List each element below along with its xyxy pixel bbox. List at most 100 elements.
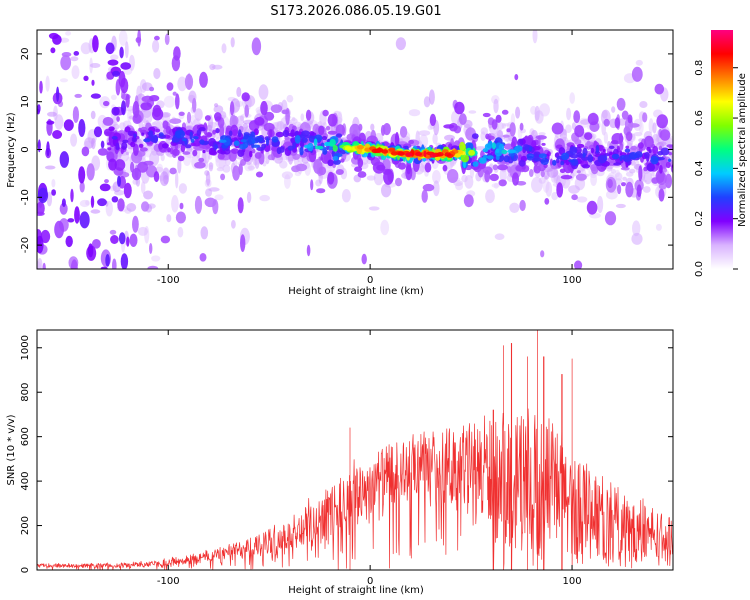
spectrogram-cell [208, 187, 220, 192]
spectrogram-cell [186, 111, 192, 124]
spectrogram-cell [45, 75, 50, 92]
spectrogram-cell [275, 131, 284, 138]
spectrogram-cell [126, 203, 137, 212]
snr-x-tick-label: 0 [367, 576, 373, 587]
spectrogram-cell [291, 116, 296, 122]
spectrogram-cell [636, 184, 642, 197]
spectrogram-cell [37, 104, 41, 113]
spectrogram-cell [117, 198, 125, 212]
spectrogram-cell [444, 152, 452, 157]
spectrogram-cell [152, 39, 160, 53]
spectrogram-cell [429, 113, 437, 126]
spectrogram-cell [658, 188, 665, 202]
spectrogram-cell [126, 236, 130, 247]
spectrogram-cell [305, 109, 312, 121]
snr-y-tick-label: 1000 [20, 335, 31, 360]
spectrogram-cell [306, 244, 311, 257]
spectrogram-cell [232, 165, 241, 181]
spectrogram-cell [90, 195, 95, 208]
spectrogram-cell [198, 127, 206, 132]
spectrogram-cell [73, 51, 80, 56]
spectrogram-cell [418, 130, 431, 136]
spectrogram-cell [672, 156, 673, 158]
spectrogram-cell [294, 135, 301, 144]
colorbar-tick-label: 0.6 [694, 110, 705, 126]
spectrogram-cell [671, 163, 673, 169]
spectrogram-cell [316, 188, 326, 194]
spectrogram-cell [230, 37, 235, 48]
spectrogram-cell [368, 206, 380, 211]
spectrogram-cell [194, 108, 203, 121]
snr-plot-area [37, 330, 673, 570]
spectrogram-cell [668, 151, 673, 156]
spectrogram-cell [611, 153, 620, 160]
spectrogram-cell [212, 129, 217, 135]
spectrogram-cell [286, 94, 294, 103]
spectrogram-cell [560, 160, 565, 166]
spectrogram-cell [124, 41, 129, 59]
spectrogram-cell [674, 164, 679, 170]
spectrogram-cell [423, 150, 427, 158]
spectrogram-cell [67, 218, 75, 223]
spectrogram-y-tick-label: 20 [20, 48, 31, 61]
spectrogram-cell [281, 171, 293, 180]
spectrogram-cell [74, 93, 82, 98]
spectrogram-cell [303, 144, 311, 149]
spectrogram-cell [112, 70, 120, 77]
spectrogram-cell [163, 95, 176, 108]
spectrogram-cell [646, 162, 655, 172]
spectrogram-cell [247, 165, 256, 170]
spectrogram-cell [259, 194, 271, 202]
spectrogram-cell [167, 147, 171, 153]
spectrogram-cell [79, 181, 85, 193]
spectrogram-cell [616, 97, 626, 111]
spectrogram-cell [354, 166, 363, 172]
spectrogram-cell [545, 181, 553, 197]
spectrogram-cell [472, 161, 479, 167]
spectrogram-cell [642, 186, 651, 193]
spectrogram-cell [666, 144, 673, 148]
spectrogram-cell [509, 202, 520, 213]
spectrogram-cell [478, 157, 487, 164]
spectrogram-cell [357, 157, 364, 168]
spectrogram-cell [565, 124, 572, 133]
spectrogram-cell [574, 125, 585, 138]
spectrogram-cell [471, 133, 479, 140]
spectrogram-cell [603, 118, 610, 127]
colorbar-ticks: 0.0 0.2 0.4 0.6 0.8 [694, 60, 738, 277]
spectrogram-cell [97, 148, 108, 156]
spectrogram-cell [300, 113, 305, 122]
spectrogram-cell [604, 211, 617, 226]
spectrogram-cell [166, 214, 172, 223]
spectrogram-cell [122, 139, 129, 144]
spectrogram-cell [204, 115, 211, 121]
spectrogram-cell [335, 124, 345, 137]
spectrogram-cell [443, 124, 455, 129]
spectrogram-cell [209, 63, 216, 71]
spectrogram-cell [627, 114, 633, 124]
spectrogram-cell [335, 169, 344, 175]
spectrogram-y-axis-label: Frequency (Hz) [6, 112, 17, 188]
spectrogram-cell [83, 75, 89, 82]
spectrogram-cell [110, 235, 119, 244]
spectrogram-cell [81, 146, 90, 157]
spectrogram-cell [507, 149, 516, 154]
spectrogram-cell [190, 138, 195, 143]
spectrogram-cell [292, 142, 297, 149]
spectrogram-cell [459, 141, 466, 151]
spectrogram-cell [108, 158, 117, 171]
spectrogram-cell [482, 148, 489, 153]
spectrogram-cell [518, 159, 526, 167]
spectrogram-cell [404, 145, 409, 150]
spectrogram-cell [590, 164, 598, 172]
spectrogram-cell [72, 106, 79, 123]
spectrogram-cell [643, 171, 653, 185]
spectrogram-cell [184, 144, 192, 149]
snr-y-axis-label: SNR (10 * v/v) [6, 414, 17, 485]
spectrogram-cell [327, 171, 335, 185]
spectrogram-cell [493, 182, 499, 189]
spectrogram-cell [214, 194, 224, 201]
spectrogram-cell [659, 164, 663, 174]
spectrogram-cell [240, 234, 246, 253]
